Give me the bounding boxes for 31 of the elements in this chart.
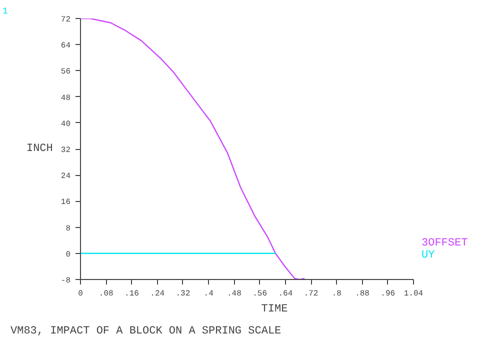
x-tick-label: .96 xyxy=(380,290,396,298)
x-tick-label: .48 xyxy=(226,290,242,298)
y-tick-label: -8 xyxy=(60,276,71,286)
y-axis-title: INCH xyxy=(26,143,53,155)
y-tick-label: 40 xyxy=(60,120,71,129)
y-tick-label: 56 xyxy=(60,68,71,77)
y-tick-label: 8 xyxy=(66,224,71,234)
y-tick-label: 48 xyxy=(60,94,71,103)
x-tick-label: .4 xyxy=(204,290,214,298)
x-tick-label: .88 xyxy=(355,290,370,298)
x-tick-label: .16 xyxy=(124,290,140,298)
x-axis-title: TIME xyxy=(261,304,288,316)
y-tick-label: 24 xyxy=(60,172,71,182)
y-tick-label: 64 xyxy=(60,42,71,51)
x-tick-label: 0 xyxy=(78,290,84,298)
text: 1 xyxy=(2,6,8,16)
x-tick-label: .08 xyxy=(98,290,114,298)
text: UY xyxy=(422,250,436,262)
y-tick-label: 16 xyxy=(60,198,71,208)
y-tick-label: 0 xyxy=(66,250,71,260)
x-tick-label: 1.04 xyxy=(404,290,424,298)
x-tick-label: .32 xyxy=(176,290,190,298)
x-tick-label: .8 xyxy=(332,290,342,298)
x-tick-label: .72 xyxy=(304,290,318,298)
text: VM83, IMPACT OF A BLOCK ON A SPRING SCALE xyxy=(10,326,282,338)
text: 3OFFSET xyxy=(422,238,468,250)
x-tick-label: .64 xyxy=(278,290,293,298)
x-tick-label: .24 xyxy=(150,290,165,298)
x-tick-label: .56 xyxy=(252,290,268,298)
y-tick-label: 72 xyxy=(60,16,71,24)
y-tick-label: 32 xyxy=(60,146,71,155)
